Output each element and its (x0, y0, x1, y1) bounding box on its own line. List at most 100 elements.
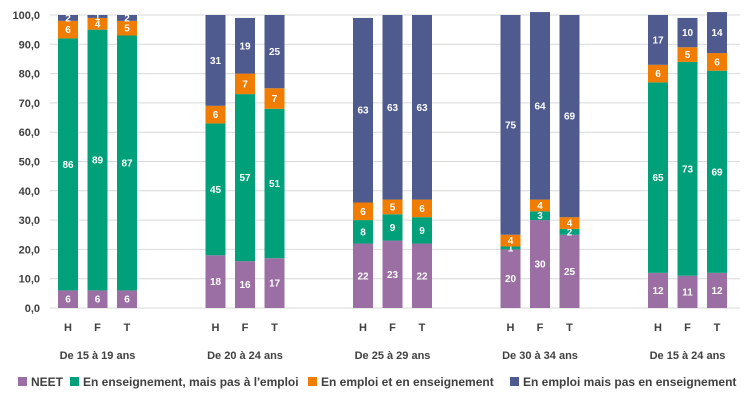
bar-segment (707, 70, 727, 273)
x-tick-label: F (389, 322, 396, 334)
data-label: 7 (272, 94, 278, 105)
legend-swatch (70, 377, 79, 386)
x-tick-label: H (359, 322, 367, 334)
legend-swatch (308, 377, 317, 386)
data-label: 6 (360, 207, 366, 218)
bar-segment (264, 15, 285, 89)
bar-segment (58, 15, 78, 21)
bar-segment (87, 17, 108, 30)
bar-segment (58, 290, 78, 308)
bar-segment (58, 38, 78, 291)
data-label: 4 (537, 201, 543, 212)
data-label: 6 (419, 204, 425, 215)
y-tick-label: 20,0 (19, 244, 40, 256)
group-label: De 25 à 29 ans (355, 350, 431, 362)
data-label: 1 (95, 12, 101, 23)
bar-segment (500, 234, 521, 247)
bar-segment (530, 199, 550, 212)
data-label: 1 (508, 243, 514, 254)
legend-label: En enseignement, mais pas à l'emploi (83, 375, 299, 389)
data-label: 2 (124, 13, 130, 24)
x-tick-label: H (654, 322, 662, 334)
data-label: 6 (95, 295, 101, 306)
x-tick-label: F (684, 322, 691, 334)
data-label: 10 (682, 28, 694, 39)
data-label: 12 (711, 286, 723, 297)
data-label: 89 (92, 156, 104, 167)
bar-segment (677, 275, 698, 308)
data-label: 63 (357, 106, 369, 117)
data-label: 22 (357, 271, 369, 282)
data-label: 4 (95, 19, 101, 30)
bar-segment (87, 15, 108, 18)
bar-segment (353, 202, 373, 221)
bar-segment (235, 94, 255, 262)
x-tick-label: H (507, 322, 515, 334)
y-tick-label: 80,0 (19, 69, 40, 81)
data-label: 5 (685, 50, 691, 61)
data-label: 20 (505, 274, 517, 285)
data-label: 65 (652, 173, 664, 184)
bar-segment (530, 220, 550, 308)
bar-segment (707, 272, 727, 308)
data-label: 8 (360, 227, 366, 238)
y-tick-label: 0,0 (25, 303, 40, 315)
data-label: 57 (239, 173, 251, 184)
data-label: 31 (210, 56, 222, 67)
y-tick-label: 10,0 (19, 274, 40, 286)
data-label: 9 (419, 226, 425, 237)
bar-segment (559, 15, 580, 218)
bar-segment (677, 47, 698, 62)
bar-segment (117, 15, 137, 21)
bar-segment (677, 61, 698, 276)
data-label: 9 (390, 223, 396, 234)
bar-segment (707, 53, 727, 71)
bar-segment (117, 290, 137, 308)
bar-segment (559, 217, 580, 229)
bar-segment (382, 240, 403, 308)
bar-segment (648, 15, 668, 65)
legend-label: En emploi mais pas en enseignement (523, 375, 736, 389)
bar-segment (58, 20, 78, 39)
bar-segment (707, 12, 727, 54)
data-label: 5 (390, 202, 396, 213)
data-label: 6 (213, 110, 219, 121)
group-label: De 30 à 34 ans (502, 350, 578, 362)
x-tick-label: H (212, 322, 220, 334)
y-tick-label: 30,0 (19, 215, 40, 227)
data-label: 6 (655, 69, 661, 80)
data-label: 25 (269, 47, 281, 58)
legend-swatch (18, 377, 27, 386)
bar-segment (648, 272, 668, 308)
legend-label: En emploi et en enseignement (321, 375, 494, 389)
bar-segment (205, 15, 226, 106)
bar-segment (87, 290, 108, 308)
legend: NEET En enseignement, mais pas à l'emploi… (18, 375, 736, 389)
data-label: 4 (567, 219, 573, 230)
bar-segment (353, 220, 373, 244)
bar-segment (559, 234, 580, 308)
bar-segment (205, 123, 226, 256)
group-label: De 15 à 24 ans (650, 350, 726, 362)
bar-segment (353, 243, 373, 308)
y-tick-label: 50,0 (19, 157, 40, 169)
data-label: 63 (416, 103, 428, 114)
data-label: 18 (210, 277, 222, 288)
y-tick-label: 40,0 (19, 186, 40, 198)
group-label: De 20 à 24 ans (207, 350, 283, 362)
bar-segment (530, 12, 550, 200)
bar-segment (205, 255, 226, 308)
x-tick-label: T (271, 322, 278, 334)
data-label: 12 (652, 286, 664, 297)
y-tick-label: 70,0 (19, 98, 40, 110)
bar-segment (117, 20, 137, 36)
data-label: 22 (416, 271, 428, 282)
data-label: 6 (65, 295, 71, 306)
x-tick-label: F (537, 322, 544, 334)
bar-segment (559, 228, 580, 235)
data-label: 86 (62, 160, 74, 171)
bar-segment (648, 64, 668, 83)
bar-segment (235, 73, 255, 95)
data-label: 19 (239, 41, 251, 52)
